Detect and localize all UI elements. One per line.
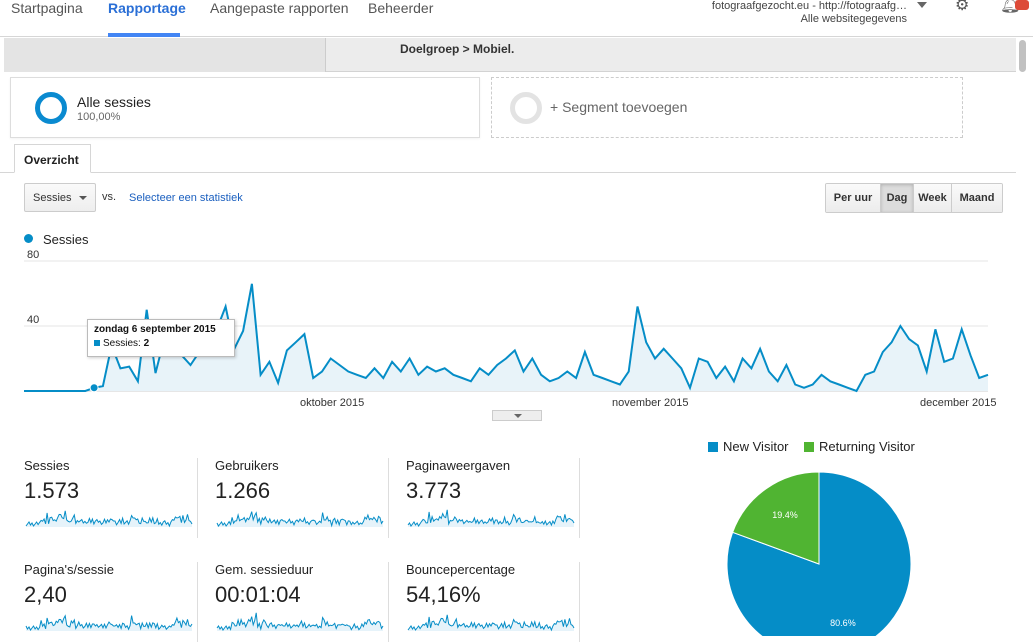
pie-slice-label: 19.4% [772, 510, 798, 520]
pie-legend-returning-label: Returning Visitor [819, 439, 915, 454]
sparkline-line [407, 509, 575, 528]
pie-legend-returning: Returning Visitor [804, 439, 915, 454]
series-line [24, 283, 989, 393]
scorecard-3[interactable]: Pagina's/sessie 2,40 [24, 562, 198, 642]
period-selector: Per uur Dag Week Maand [825, 183, 1003, 213]
sparkline-area [408, 614, 574, 631]
sparkline [25, 614, 193, 631]
add-segment-button[interactable]: + Segment toevoegen [491, 77, 963, 138]
chart-tooltip: zondag 6 september 2015 Sessies: 2 [87, 319, 235, 357]
scorecard-value: 00:01:04 [215, 582, 301, 607]
segment-title: Alle sessies [77, 94, 151, 110]
sparkline [25, 510, 193, 528]
tooltip-date: zondag 6 september 2015 [94, 324, 216, 335]
x-tick-label: oktober 2015 [300, 397, 364, 409]
nav-tab-rapportage[interactable]: Rapportage [108, 0, 186, 16]
period-day-button[interactable]: Dag [881, 184, 914, 212]
sparkline-line [216, 612, 384, 631]
sparkline-area [217, 612, 383, 631]
highlight-point[interactable] [89, 383, 99, 393]
scorecard-label: Bouncepercentage [406, 562, 516, 577]
scorecard-2[interactable]: Paginaweergaven 3.773 [406, 458, 580, 538]
sparkline-area [26, 615, 192, 631]
pie-legend-new: New Visitor [708, 439, 789, 454]
header-left-panel [4, 38, 326, 72]
empty-segment-ring-icon [510, 92, 542, 124]
scorecard-1[interactable]: Gebruikers 1.266 [215, 458, 389, 538]
sparkline-line [216, 511, 384, 528]
legend-dot-icon [24, 234, 33, 243]
nav-tab-startpagina[interactable]: Startpagina [11, 0, 83, 16]
tab-overzicht[interactable]: Overzicht [14, 144, 91, 173]
scorecard-4[interactable]: Gem. sessieduur 00:01:04 [215, 562, 389, 642]
legend-square-icon [804, 442, 814, 452]
pie-slice-label: 80.6% [830, 618, 856, 628]
pie-slice-1[interactable] [731, 471, 820, 565]
scorecard-value: 2,40 [24, 582, 67, 607]
scorecard-value: 1.573 [24, 478, 80, 503]
scrollbar[interactable] [1019, 40, 1026, 72]
segment-percentage: 100,00% [77, 111, 121, 123]
gear-icon[interactable]: ⚙ [955, 0, 970, 14]
period-month-button[interactable]: Maand [952, 184, 1002, 212]
scorecard-5[interactable]: Bouncepercentage 54,16% [406, 562, 580, 642]
chart-resize-handle[interactable] [492, 410, 542, 421]
scorecard-label: Gem. sessieduur [215, 562, 314, 577]
notification-badge [1015, 0, 1029, 10]
sessions-chart[interactable]: 80 40 oktober 2015 november 2015 december 20… [0, 250, 1010, 415]
sparkline [407, 614, 575, 632]
visitor-type-pie-chart[interactable]: 80.6% 19.4% [720, 465, 920, 636]
legend-square-icon [708, 442, 718, 452]
chart-legend: Sessies [24, 232, 89, 247]
select-statistic-link[interactable]: Selecteer een statistiek [129, 192, 243, 204]
scorecard-label: Pagina's/sessie [24, 562, 114, 577]
tooltip-label: Sessies: [103, 338, 141, 349]
account-selector[interactable]: fotograafgezocht.eu - http://fotograafg…… [712, 0, 907, 26]
metric-dropdown[interactable]: Sessies [24, 183, 96, 212]
tooltip-value: 2 [143, 338, 150, 349]
scorecard-label: Gebruikers [215, 458, 279, 473]
pie-legend-new-label: New Visitor [723, 439, 789, 454]
sparkline [216, 511, 384, 528]
chevron-down-icon[interactable] [917, 2, 927, 8]
tab-divider [0, 172, 1016, 173]
segment-ring-icon [35, 92, 67, 124]
series-square-icon [94, 340, 100, 346]
scorecard-value: 54,16% [406, 582, 481, 607]
scorecard-label: Paginaweergaven [406, 458, 511, 473]
nav-tab-beheerder[interactable]: Beheerder [368, 0, 434, 16]
chevron-down-icon [514, 414, 522, 418]
chevron-down-icon [79, 196, 87, 200]
y-tick-label: 40 [27, 314, 39, 326]
vs-label: vs. [102, 191, 117, 203]
sparkline-line [25, 614, 193, 631]
x-tick-label: november 2015 [612, 397, 688, 409]
report-header-strip: Doelgroep > Mobiel. [4, 38, 1016, 72]
scorecard-0[interactable]: Sessies 1.573 [24, 458, 198, 538]
pie-slice-0[interactable] [726, 471, 912, 636]
account-view: Alle websitegegevens [800, 13, 907, 25]
x-tick-label: december 2015 [920, 397, 996, 409]
period-hour-button[interactable]: Per uur [826, 184, 881, 212]
segment-all-sessions[interactable]: Alle sessies 100,00% [10, 77, 480, 138]
scorecard-value: 1.266 [215, 478, 271, 503]
sparkline [407, 509, 575, 528]
y-tick-label: 80 [27, 250, 39, 261]
legend-label: Sessies [43, 232, 89, 247]
account-url: fotograafgezocht.eu - http://fotograafg… [711, 0, 907, 12]
metric-dropdown-label: Sessies [33, 192, 72, 204]
scorecard-label: Sessies [24, 458, 70, 473]
scorecard-value: 3.773 [406, 478, 462, 503]
top-navigation: Startpagina Rapportage Aangepaste rappor… [0, 0, 1033, 37]
sparkline-area [26, 510, 192, 527]
period-week-button[interactable]: Week [914, 184, 952, 212]
nav-tab-aangepaste-rapporten[interactable]: Aangepaste rapporten [210, 0, 349, 16]
breadcrumb: Doelgroep > Mobiel. [400, 42, 515, 56]
sparkline-line [25, 510, 193, 528]
sparkline-line [407, 614, 575, 632]
active-tab-indicator [108, 33, 180, 37]
tooltip-value-row: Sessies: 2 [94, 338, 228, 349]
sparkline [216, 612, 384, 631]
add-segment-label: + Segment toevoegen [550, 99, 688, 115]
